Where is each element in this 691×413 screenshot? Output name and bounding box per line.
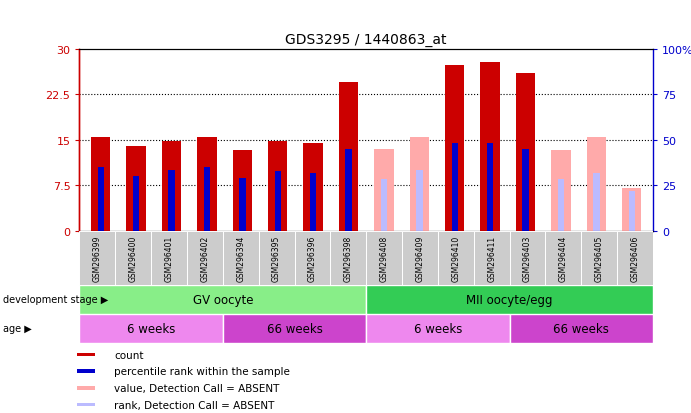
Bar bbox=[593, 174, 600, 231]
Bar bbox=[587, 138, 606, 231]
Bar bbox=[581, 231, 617, 285]
Bar bbox=[239, 178, 245, 231]
Text: GSM296406: GSM296406 bbox=[631, 235, 640, 281]
Text: GSM296401: GSM296401 bbox=[164, 235, 173, 281]
Bar bbox=[522, 150, 529, 231]
Text: GSM296399: GSM296399 bbox=[93, 235, 102, 281]
Bar bbox=[197, 138, 217, 231]
Text: development stage ▶: development stage ▶ bbox=[3, 294, 108, 304]
Bar bbox=[151, 231, 187, 285]
Text: GSM296405: GSM296405 bbox=[595, 235, 604, 281]
Bar bbox=[162, 142, 181, 231]
Bar bbox=[515, 74, 536, 231]
Bar bbox=[509, 314, 653, 343]
Bar bbox=[451, 143, 458, 231]
Bar bbox=[187, 231, 223, 285]
Bar bbox=[233, 151, 252, 231]
Text: GSM296411: GSM296411 bbox=[487, 235, 496, 281]
Bar bbox=[629, 192, 635, 231]
Text: GSM296410: GSM296410 bbox=[451, 235, 460, 281]
Text: 6 weeks: 6 weeks bbox=[414, 322, 462, 335]
Bar bbox=[223, 231, 258, 285]
Bar bbox=[438, 231, 474, 285]
Text: MII oocyte/egg: MII oocyte/egg bbox=[466, 293, 553, 306]
Bar bbox=[294, 231, 330, 285]
Text: GSM296394: GSM296394 bbox=[236, 235, 245, 281]
Text: percentile rank within the sample: percentile rank within the sample bbox=[115, 366, 290, 376]
Bar bbox=[77, 386, 95, 390]
Bar bbox=[622, 189, 641, 231]
Text: count: count bbox=[115, 350, 144, 360]
Title: GDS3295 / 1440863_at: GDS3295 / 1440863_at bbox=[285, 33, 447, 47]
Text: GSM296402: GSM296402 bbox=[200, 235, 209, 281]
Bar bbox=[558, 180, 564, 231]
Bar bbox=[223, 314, 366, 343]
Text: GSM296409: GSM296409 bbox=[415, 235, 424, 281]
Bar bbox=[509, 231, 545, 285]
Bar bbox=[375, 150, 394, 231]
Text: rank, Detection Call = ABSENT: rank, Detection Call = ABSENT bbox=[115, 400, 275, 410]
Bar bbox=[79, 314, 223, 343]
Text: value, Detection Call = ABSENT: value, Detection Call = ABSENT bbox=[115, 383, 280, 393]
Bar bbox=[381, 180, 387, 231]
Bar bbox=[402, 231, 438, 285]
Bar bbox=[133, 177, 140, 231]
Bar bbox=[268, 142, 287, 231]
Text: GSM296408: GSM296408 bbox=[379, 235, 388, 281]
Bar bbox=[77, 403, 95, 406]
Bar bbox=[410, 138, 429, 231]
Bar bbox=[274, 172, 281, 231]
Bar bbox=[330, 231, 366, 285]
Bar bbox=[416, 171, 422, 231]
Bar bbox=[126, 147, 146, 231]
Bar bbox=[79, 231, 115, 285]
Bar bbox=[79, 285, 366, 314]
Bar bbox=[310, 174, 316, 231]
Text: GSM296395: GSM296395 bbox=[272, 235, 281, 281]
Bar bbox=[77, 353, 95, 356]
Text: 66 weeks: 66 weeks bbox=[267, 322, 323, 335]
Bar bbox=[480, 63, 500, 231]
Bar bbox=[339, 83, 358, 231]
Bar bbox=[366, 285, 653, 314]
Bar bbox=[445, 66, 464, 231]
Bar bbox=[91, 138, 111, 231]
Bar bbox=[487, 143, 493, 231]
Bar bbox=[258, 231, 294, 285]
Text: age ▶: age ▶ bbox=[3, 323, 32, 333]
Text: GV oocyte: GV oocyte bbox=[193, 293, 253, 306]
Bar bbox=[169, 171, 175, 231]
Text: GSM296400: GSM296400 bbox=[129, 235, 138, 281]
Bar bbox=[551, 151, 571, 231]
Bar bbox=[617, 231, 653, 285]
Text: GSM296404: GSM296404 bbox=[559, 235, 568, 281]
Text: GSM296398: GSM296398 bbox=[344, 235, 353, 281]
Bar bbox=[474, 231, 509, 285]
Bar bbox=[77, 370, 95, 373]
Bar bbox=[366, 314, 509, 343]
Bar bbox=[366, 231, 402, 285]
Bar bbox=[346, 150, 352, 231]
Text: 66 weeks: 66 weeks bbox=[553, 322, 609, 335]
Text: 6 weeks: 6 weeks bbox=[127, 322, 176, 335]
Text: GSM296403: GSM296403 bbox=[523, 235, 532, 281]
Bar bbox=[204, 168, 210, 231]
Bar bbox=[115, 231, 151, 285]
Bar bbox=[303, 143, 323, 231]
Bar bbox=[97, 168, 104, 231]
Bar bbox=[545, 231, 581, 285]
Text: GSM296396: GSM296396 bbox=[308, 235, 317, 281]
